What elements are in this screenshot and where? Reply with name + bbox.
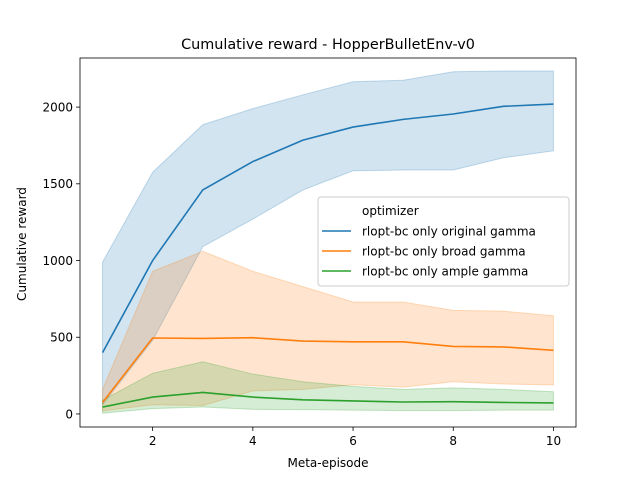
band-series-0 xyxy=(102,70,554,407)
y-tick-label: 2000 xyxy=(42,100,73,114)
x-tick-label: 8 xyxy=(449,434,457,448)
legend-box xyxy=(317,196,570,287)
y-tick-label: 0 xyxy=(65,407,73,421)
chart-title: Cumulative reward - HopperBulletEnv-v0 xyxy=(181,37,475,53)
line-series-2 xyxy=(102,391,554,408)
band-series-1 xyxy=(102,250,554,412)
y-axis-label: Cumulative reward xyxy=(15,187,29,301)
y-axis: 0 500 1000 1500 2000 xyxy=(42,100,80,421)
legend-title: optimizer xyxy=(362,204,419,218)
y-tick-label: 500 xyxy=(50,331,73,345)
confidence-bands xyxy=(102,70,554,414)
x-axis: 2 4 6 8 10 xyxy=(149,427,561,448)
x-tick-label: 10 xyxy=(546,434,561,448)
plot-frame xyxy=(79,57,577,428)
legend-item-1: rlopt-bc only broad gamma xyxy=(362,244,526,258)
y-tick-label: 1500 xyxy=(42,177,73,191)
legend: optimizer rlopt-bc only original gamma rlo… xyxy=(317,196,570,287)
x-tick-label: 6 xyxy=(349,434,357,448)
x-axis-label: Meta-episode xyxy=(287,456,368,470)
x-tick-label: 4 xyxy=(249,434,257,448)
y-tick-label: 1000 xyxy=(42,254,73,268)
x-tick-label: 2 xyxy=(149,434,157,448)
line-series-0 xyxy=(101,103,554,353)
series-lines xyxy=(101,103,554,408)
line-series-1 xyxy=(101,336,554,403)
band-series-2 xyxy=(102,361,554,414)
legend-item-2: rlopt-bc only ample gamma xyxy=(362,264,528,278)
legend-item-0: rlopt-bc only original gamma xyxy=(362,224,536,238)
